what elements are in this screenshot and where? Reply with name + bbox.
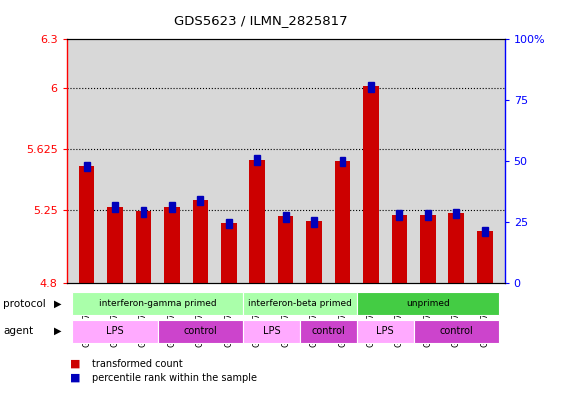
Text: ■: ■: [70, 373, 80, 383]
Bar: [477, 231, 492, 283]
Bar: [243, 320, 300, 343]
Bar: [84, 162, 89, 171]
Text: control: control: [440, 325, 473, 336]
Text: percentile rank within the sample: percentile rank within the sample: [92, 373, 256, 383]
Bar: [368, 82, 374, 92]
Bar: [112, 202, 118, 212]
Bar: [420, 215, 436, 283]
Bar: [79, 166, 95, 283]
Bar: [226, 219, 232, 228]
Bar: [414, 320, 499, 343]
Text: unprimed: unprimed: [406, 299, 450, 308]
Bar: [169, 202, 175, 212]
Text: interferon-gamma primed: interferon-gamma primed: [99, 299, 216, 308]
Bar: [339, 157, 346, 167]
Bar: [282, 212, 289, 222]
Bar: [306, 221, 322, 283]
Bar: [357, 320, 414, 343]
Bar: [158, 320, 243, 343]
Text: control: control: [311, 325, 345, 336]
Text: control: control: [183, 325, 218, 336]
Bar: [197, 196, 204, 206]
Bar: [363, 86, 379, 283]
Text: LPS: LPS: [106, 325, 124, 336]
Bar: [448, 213, 464, 283]
Text: ■: ■: [70, 358, 80, 369]
Text: agent: agent: [3, 326, 33, 336]
Text: protocol: protocol: [3, 299, 46, 309]
Bar: [392, 215, 407, 283]
Bar: [243, 292, 357, 315]
Text: ▶: ▶: [54, 326, 61, 336]
Bar: [425, 210, 431, 220]
Bar: [140, 207, 146, 217]
Bar: [357, 292, 499, 315]
Bar: [454, 209, 459, 219]
Bar: [193, 200, 208, 283]
Text: interferon-beta primed: interferon-beta primed: [248, 299, 352, 308]
Text: LPS: LPS: [263, 325, 280, 336]
Text: LPS: LPS: [376, 325, 394, 336]
Bar: [311, 217, 317, 227]
Bar: [72, 292, 243, 315]
Bar: [335, 161, 350, 283]
Bar: [249, 160, 265, 283]
Bar: [278, 217, 293, 283]
Bar: [72, 320, 158, 343]
Text: ▶: ▶: [54, 299, 61, 309]
Bar: [107, 207, 123, 283]
Bar: [396, 210, 403, 220]
Text: transformed count: transformed count: [92, 358, 182, 369]
Bar: [300, 320, 357, 343]
Bar: [136, 211, 151, 283]
Bar: [254, 155, 260, 165]
Bar: [221, 223, 237, 283]
Text: GDS5623 / ILMN_2825817: GDS5623 / ILMN_2825817: [174, 14, 348, 27]
Bar: [164, 207, 180, 283]
Bar: [482, 227, 488, 236]
